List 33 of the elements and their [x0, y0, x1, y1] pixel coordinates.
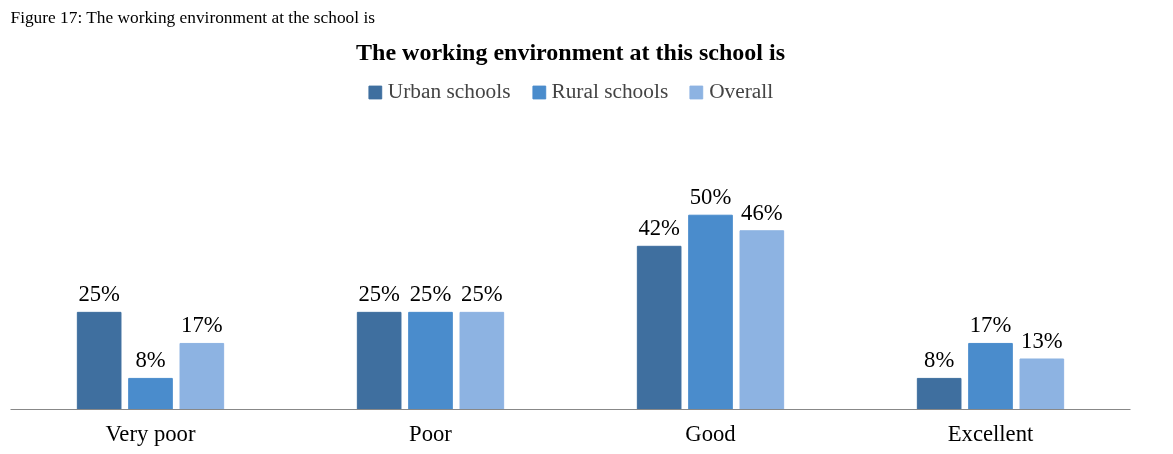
data-label: 42% [638, 215, 681, 241]
data-label: 8% [924, 347, 955, 373]
legend-label: Overall [709, 79, 774, 104]
data-label: 25% [461, 281, 503, 307]
data-label: 25% [78, 281, 121, 307]
data-label: 17% [969, 312, 1012, 338]
x-tick-label: Poor [409, 420, 453, 446]
x-tick-label: Very poor [105, 420, 196, 446]
bar [408, 311, 453, 410]
legend-label: Rural schools [551, 79, 669, 104]
data-label: 25% [409, 281, 452, 307]
x-tick-label: Excellent [947, 420, 1034, 446]
chart-title: The working environment at this school is [356, 38, 785, 65]
data-label: 46% [741, 199, 783, 225]
caption: Figure 17: The working environment at the school is [10, 7, 376, 27]
bar [128, 377, 173, 410]
data-label: 50% [689, 184, 732, 210]
bar [1019, 358, 1065, 410]
data-label: 8% [135, 347, 166, 373]
bar [76, 311, 122, 410]
bar [739, 230, 785, 410]
bar [179, 342, 225, 410]
x-tick-label: Good [685, 420, 737, 446]
bar [356, 311, 402, 410]
bar [688, 214, 733, 410]
bar [968, 342, 1013, 410]
data-label: 25% [358, 281, 401, 307]
bar [459, 311, 505, 410]
bar [916, 377, 962, 410]
legend-label: Urban schools [387, 79, 511, 104]
data-label: 13% [1021, 327, 1063, 353]
bar [636, 245, 682, 410]
data-label: 17% [181, 312, 223, 338]
